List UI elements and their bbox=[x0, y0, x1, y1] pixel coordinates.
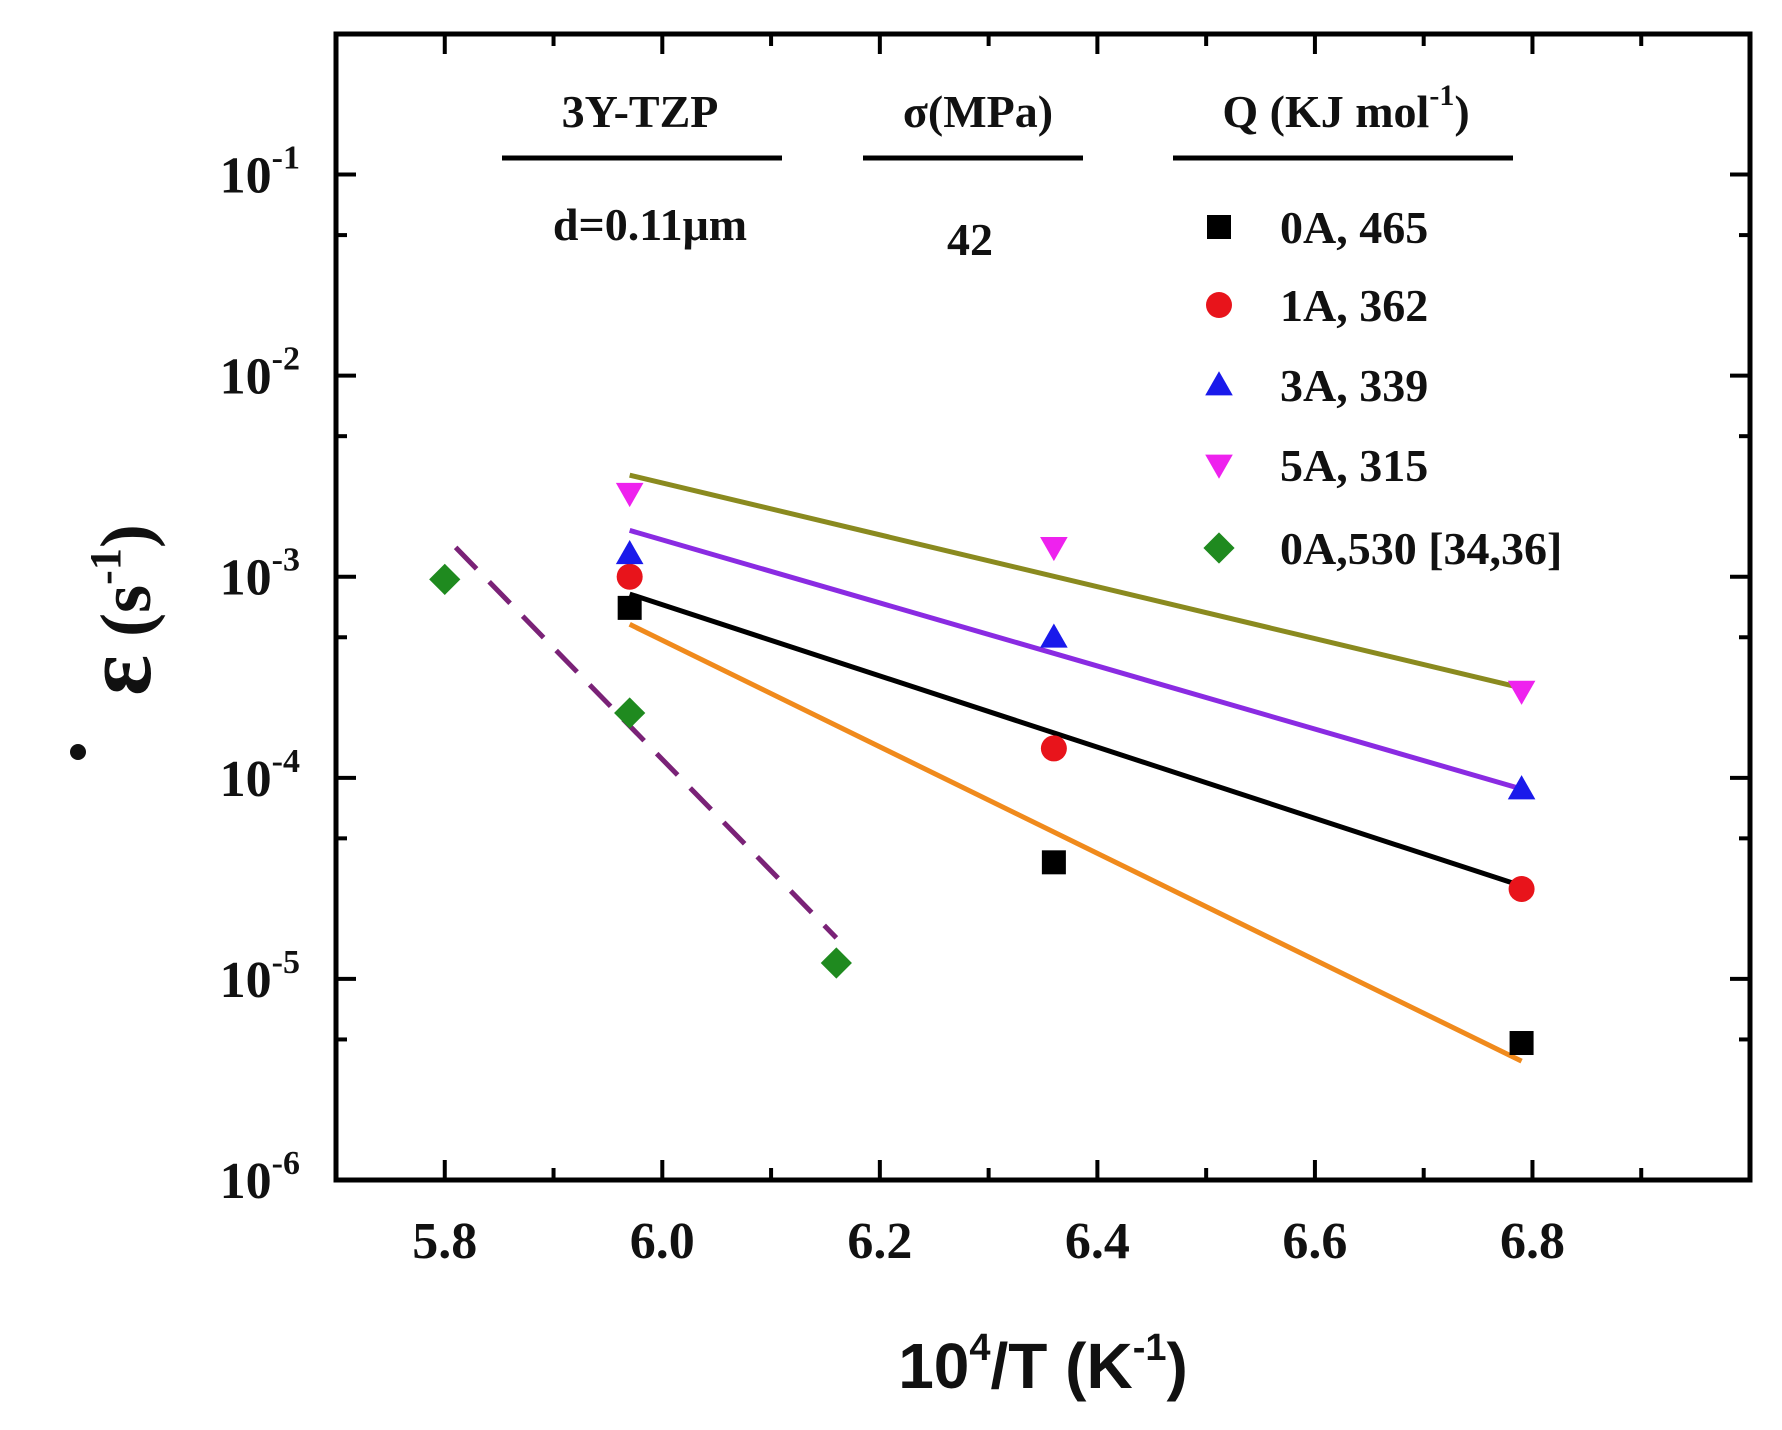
legend-label-4: 5A, 315 bbox=[1280, 440, 1428, 491]
data-point-s4-p1 bbox=[615, 482, 644, 508]
data-point-s3-p1 bbox=[615, 540, 644, 565]
data-point-s2-p2 bbox=[1040, 735, 1067, 762]
legend: 0A, 465 1A, 362 3A, 339 5A, 315 0A,530 [34,3… bbox=[1203, 202, 1562, 574]
plot-frame bbox=[333, 31, 1753, 1183]
data-point-s1-p3 bbox=[1509, 1031, 1534, 1056]
data-point-s2-p1 bbox=[616, 563, 643, 590]
legend-label-3: 3A, 339 bbox=[1280, 360, 1428, 411]
data-point-s3-p3 bbox=[1507, 775, 1536, 800]
legend-marker-5 bbox=[1203, 532, 1235, 564]
chart-header: 3Y-TZP d=0.11μm σ(MPa) 42 Q (KJ mol-1) bbox=[502, 79, 1513, 265]
strain-rate-dot bbox=[70, 744, 86, 760]
y-tick-label: 10-5 bbox=[220, 944, 300, 1009]
axes: 5.8 6.0 6.2 6.4 6.6 6.8 10-6 10-5 10-4 10-3 10-2 10… bbox=[64, 31, 1753, 1402]
header-stress: σ(MPa) bbox=[903, 86, 1053, 137]
fit-line-3 bbox=[628, 591, 1523, 889]
legend-label-5: 0A,530 [34,36] bbox=[1280, 523, 1562, 574]
fit-lines bbox=[453, 472, 1523, 1064]
header-grain-size: d=0.11μm bbox=[553, 199, 747, 250]
legend-label-2: 1A, 362 bbox=[1280, 280, 1428, 331]
header-material: 3Y-TZP bbox=[562, 86, 719, 137]
x-tick-label: 6.8 bbox=[1500, 1213, 1565, 1270]
legend-marker-1 bbox=[1207, 215, 1231, 239]
x-axis-title: 104/T (K-1) bbox=[898, 1327, 1188, 1402]
data-point-s2-p3 bbox=[1508, 875, 1535, 902]
data-point-s1-p2 bbox=[1041, 850, 1066, 875]
fit-line-1 bbox=[629, 472, 1523, 691]
data-point-s1-p1 bbox=[617, 595, 642, 620]
data-markers bbox=[429, 482, 1536, 1056]
legend-marker-3 bbox=[1205, 371, 1233, 396]
x-tick-label: 6.4 bbox=[1065, 1213, 1130, 1270]
y-tick-label: 10-4 bbox=[220, 743, 300, 808]
header-stress-value: 42 bbox=[947, 214, 993, 265]
y-axis-title: ε (s-1) bbox=[64, 524, 171, 760]
fit-line-2 bbox=[628, 527, 1523, 792]
data-point-s4-p2 bbox=[1040, 536, 1068, 562]
fit-line-5 bbox=[453, 545, 839, 940]
legend-label-1: 0A, 465 bbox=[1280, 202, 1428, 253]
y-axis-title-text: ε (s-1) bbox=[64, 524, 171, 696]
data-point-s4-p3 bbox=[1507, 680, 1536, 705]
y-tick-label: 10-1 bbox=[220, 140, 300, 205]
y-tick-label: 10-3 bbox=[220, 542, 300, 607]
x-tick-label: 5.8 bbox=[412, 1213, 477, 1270]
fit-line-4 bbox=[628, 622, 1523, 1064]
header-q: Q (KJ mol-1) bbox=[1222, 79, 1469, 137]
y-tick-label: 10-6 bbox=[220, 1145, 300, 1210]
x-tick-label: 6.2 bbox=[847, 1213, 912, 1270]
data-point-s5-p1 bbox=[429, 563, 461, 595]
data-point-s5-p2 bbox=[614, 697, 646, 729]
x-tick-label: 6.0 bbox=[630, 1213, 695, 1270]
legend-marker-2 bbox=[1206, 292, 1232, 318]
x-tick-label: 6.6 bbox=[1282, 1213, 1347, 1270]
legend-marker-4 bbox=[1205, 454, 1233, 479]
y-tick-label: 10-2 bbox=[220, 341, 300, 406]
data-point-s3-p2 bbox=[1040, 623, 1068, 648]
data-point-s5-p3 bbox=[820, 947, 852, 979]
